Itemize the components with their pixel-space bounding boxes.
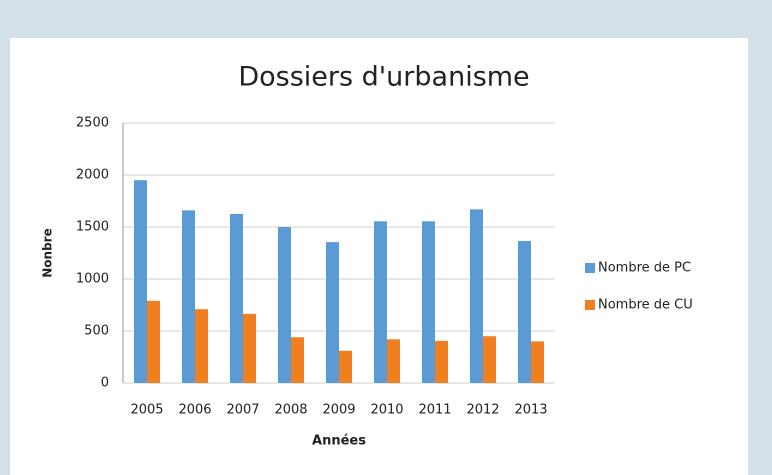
x-tick-label: 2009 xyxy=(322,403,355,418)
y-tick-label: 1500 xyxy=(76,220,109,235)
y-tick-label: 2000 xyxy=(76,168,109,183)
x-tick-label: 2011 xyxy=(418,403,451,418)
bar xyxy=(182,210,195,383)
chart-title: Dossiers d'urbanisme xyxy=(238,62,529,93)
x-tick-label: 2013 xyxy=(514,403,547,418)
legend-label: Nombre de PC xyxy=(598,261,691,276)
bar xyxy=(422,221,435,383)
legend-swatch xyxy=(585,300,595,310)
legend-swatch xyxy=(585,263,595,273)
bar xyxy=(230,214,243,383)
bar xyxy=(134,180,147,383)
bar xyxy=(483,336,496,383)
bar xyxy=(435,340,448,383)
y-axis-label: Nonbre xyxy=(41,228,55,277)
bar xyxy=(291,337,304,383)
bar xyxy=(470,209,483,383)
y-tick-label: 0 xyxy=(101,376,109,391)
bar xyxy=(374,221,387,383)
x-tick-label: 2010 xyxy=(370,403,403,418)
y-tick-label: 1000 xyxy=(76,272,109,287)
bar xyxy=(518,241,531,383)
y-tick-label: 2500 xyxy=(76,116,109,131)
legend-label: Nombre de CU xyxy=(598,298,693,313)
bar xyxy=(531,341,544,383)
bar xyxy=(195,309,208,383)
x-tick-label: 2006 xyxy=(178,403,211,418)
x-axis-label: Années xyxy=(312,434,366,449)
x-tick-label: 2007 xyxy=(226,403,259,418)
bar xyxy=(387,339,400,383)
bar xyxy=(339,350,352,383)
y-tick-label: 500 xyxy=(84,324,109,339)
bar xyxy=(326,242,339,383)
bar xyxy=(243,313,256,383)
bar xyxy=(278,227,291,383)
bar xyxy=(147,300,160,383)
x-tick-label: 2005 xyxy=(130,403,163,418)
x-tick-label: 2012 xyxy=(466,403,499,418)
x-tick-label: 2008 xyxy=(274,403,307,418)
